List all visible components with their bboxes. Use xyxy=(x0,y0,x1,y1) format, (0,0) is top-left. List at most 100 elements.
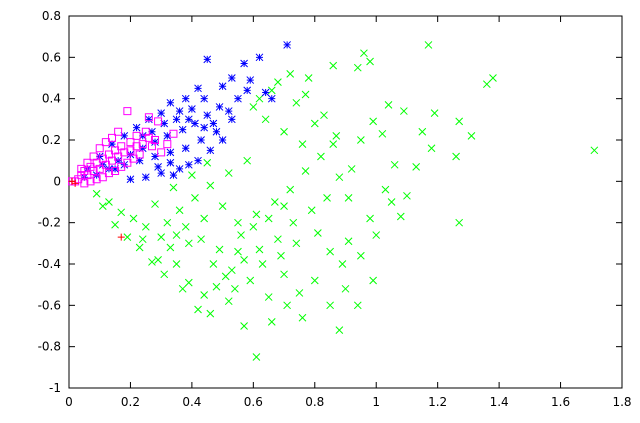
data-point xyxy=(166,148,175,157)
data-point xyxy=(175,107,184,115)
data-point xyxy=(320,111,328,120)
data-point xyxy=(234,218,242,227)
data-point xyxy=(172,231,181,239)
data-point xyxy=(200,94,209,103)
data-point xyxy=(184,278,193,287)
data-point xyxy=(264,293,273,301)
data-point xyxy=(427,144,436,153)
data-point xyxy=(344,194,353,202)
data-point xyxy=(138,132,147,140)
data-point xyxy=(80,179,89,188)
data-point xyxy=(304,74,313,82)
data-point xyxy=(169,129,178,138)
data-point xyxy=(166,243,175,252)
data-point xyxy=(360,49,368,58)
data-point xyxy=(246,276,255,285)
series-0 xyxy=(92,41,599,361)
data-point xyxy=(126,175,135,184)
data-point xyxy=(289,218,298,227)
data-point xyxy=(452,152,460,161)
data-point xyxy=(295,289,304,297)
data-point xyxy=(270,198,279,206)
data-point xyxy=(163,132,172,140)
data-point xyxy=(114,127,123,136)
y-tick-label: -0.4 xyxy=(38,257,61,271)
data-point xyxy=(98,173,107,182)
data-point xyxy=(160,119,169,128)
data-point xyxy=(178,125,187,134)
data-point xyxy=(261,88,270,97)
data-point xyxy=(403,191,411,200)
x-tick-label: 0.6 xyxy=(244,395,263,409)
data-point xyxy=(135,150,144,159)
data-point xyxy=(335,173,344,182)
data-point xyxy=(105,198,113,206)
data-point xyxy=(144,133,153,142)
data-point xyxy=(105,165,113,173)
data-point xyxy=(141,173,150,182)
data-point xyxy=(590,146,599,155)
x-tick-label: 0 xyxy=(65,395,73,409)
plot-frame xyxy=(68,15,623,389)
data-point xyxy=(132,142,141,151)
data-point xyxy=(212,127,221,136)
data-point xyxy=(240,59,248,68)
data-point xyxy=(95,144,104,153)
data-point xyxy=(310,276,319,285)
data-point xyxy=(240,256,248,264)
data-point xyxy=(203,111,212,120)
data-point xyxy=(264,214,273,223)
data-point xyxy=(237,231,245,239)
data-point xyxy=(206,309,215,318)
data-point xyxy=(114,156,123,165)
data-point xyxy=(123,233,132,241)
data-point xyxy=(317,152,325,161)
data-point xyxy=(338,260,347,268)
data-point xyxy=(138,235,147,244)
data-point xyxy=(83,158,92,167)
data-point xyxy=(163,218,172,227)
data-point xyxy=(292,98,301,107)
data-point xyxy=(455,117,464,126)
data-point xyxy=(108,140,116,148)
y-tick-label: -1 xyxy=(49,381,61,395)
data-point xyxy=(175,165,184,173)
data-point xyxy=(92,175,101,184)
data-point xyxy=(175,206,184,215)
data-point xyxy=(92,171,101,179)
y-tick-label: -0.8 xyxy=(38,340,61,354)
data-point xyxy=(280,127,288,136)
data-point xyxy=(181,94,190,103)
data-point xyxy=(243,156,252,165)
data-point xyxy=(274,235,282,244)
data-point xyxy=(329,140,338,148)
data-point xyxy=(258,260,267,268)
data-point xyxy=(120,148,129,157)
data-point xyxy=(191,194,199,202)
x-tick-label: 0.8 xyxy=(305,395,324,409)
data-point xyxy=(353,301,362,310)
data-point xyxy=(390,160,399,169)
data-point xyxy=(341,284,350,293)
data-point xyxy=(191,119,199,128)
data-point xyxy=(138,140,147,149)
data-point xyxy=(89,152,98,161)
data-point xyxy=(145,115,153,124)
data-point xyxy=(357,136,365,144)
series-1 xyxy=(80,41,291,184)
data-point xyxy=(249,103,258,111)
data-point xyxy=(123,158,132,167)
data-point xyxy=(163,140,172,149)
data-point xyxy=(280,270,288,279)
data-point xyxy=(157,233,166,241)
x-tick-label: 1.6 xyxy=(551,395,570,409)
data-point xyxy=(249,222,258,231)
y-tick-label: 0 xyxy=(53,174,61,188)
data-point xyxy=(243,86,252,95)
data-points xyxy=(68,41,599,361)
data-point xyxy=(117,162,126,171)
data-point xyxy=(286,185,295,194)
data-point xyxy=(255,53,264,62)
data-point xyxy=(424,41,433,49)
data-point xyxy=(203,55,212,64)
